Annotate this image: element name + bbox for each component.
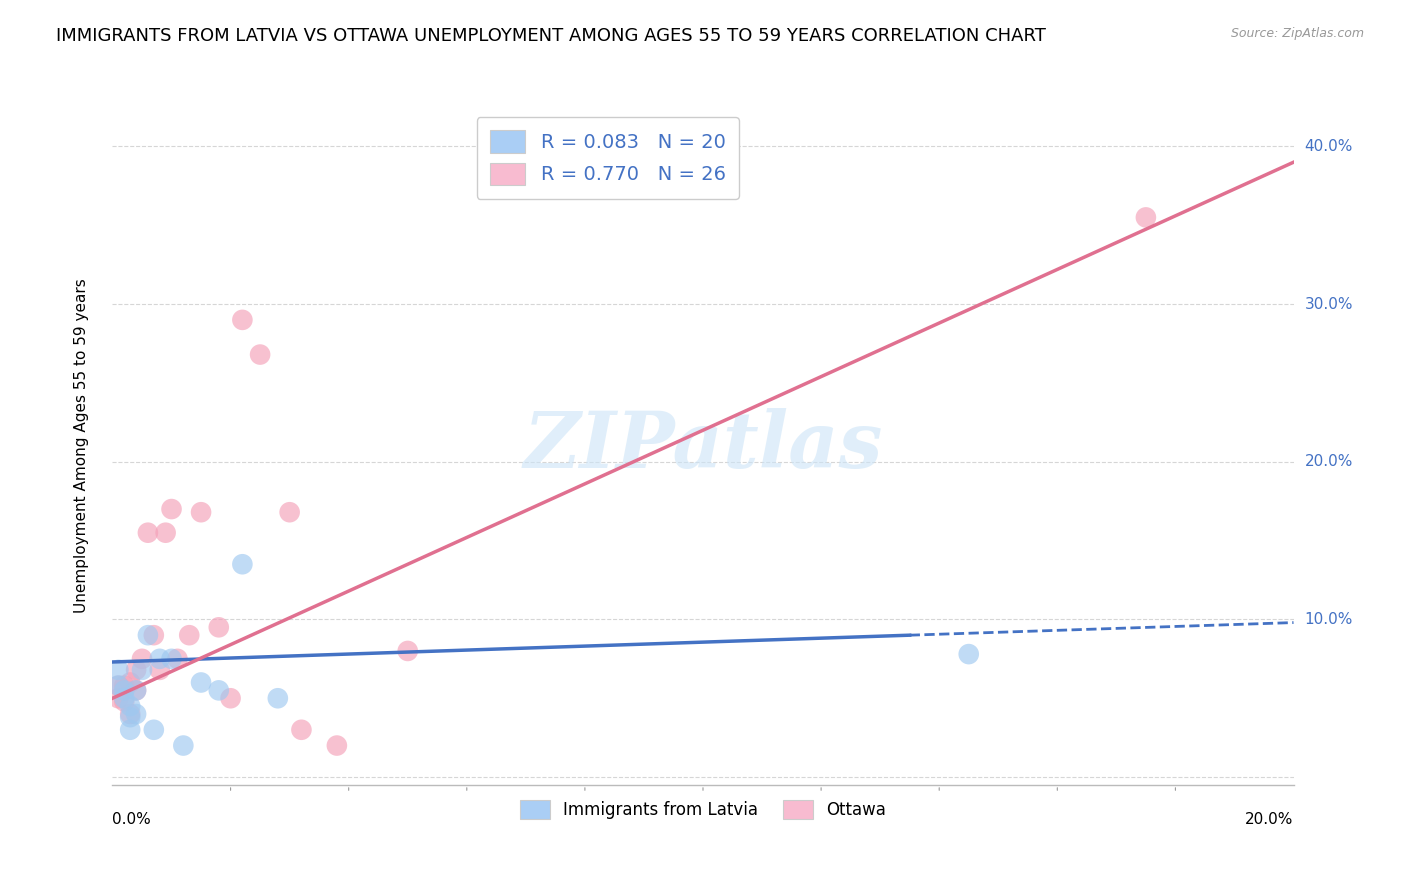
Point (107, 679, 129, 693)
Point (208, 620, 231, 634)
Point (149, 652, 172, 666)
Point (278, 505, 301, 519)
Point (957, 647, 980, 661)
Text: Source: ZipAtlas.com: Source: ZipAtlas.com (1230, 27, 1364, 40)
Point (326, 739, 349, 753)
Point (112, 694, 135, 708)
Point (142, 628, 165, 642)
Point (149, 663, 172, 677)
Point (166, 652, 188, 666)
Point (190, 675, 212, 690)
Legend: Immigrants from Latvia, Ottawa: Immigrants from Latvia, Ottawa (512, 791, 894, 828)
Point (179, 628, 201, 642)
Point (107, 679, 129, 693)
Point (107, 691, 129, 706)
Point (172, 739, 194, 753)
Point (125, 706, 148, 721)
Point (131, 663, 153, 677)
Point (231, 313, 253, 327)
Point (160, 502, 183, 516)
Text: 10.0%: 10.0% (1305, 612, 1353, 627)
Point (219, 691, 242, 706)
Point (190, 505, 212, 519)
Point (396, 644, 419, 658)
Point (131, 652, 153, 666)
Point (120, 706, 142, 721)
Point (249, 347, 271, 361)
Point (231, 558, 253, 572)
Point (120, 723, 142, 737)
Point (125, 683, 148, 698)
Point (125, 663, 148, 677)
Point (290, 723, 312, 737)
Text: 20.0%: 20.0% (1305, 454, 1353, 469)
Point (120, 675, 142, 690)
Point (112, 679, 135, 693)
Point (125, 683, 148, 698)
Point (112, 683, 135, 698)
Point (112, 691, 135, 706)
Point (155, 525, 177, 540)
Point (120, 699, 142, 714)
Point (142, 723, 165, 737)
Point (136, 628, 159, 642)
Text: 30.0%: 30.0% (1305, 297, 1353, 311)
Text: 0.0%: 0.0% (112, 812, 152, 827)
Text: ZIPatlas: ZIPatlas (523, 408, 883, 484)
Point (267, 691, 290, 706)
Point (107, 663, 129, 677)
Point (160, 652, 183, 666)
Text: 40.0%: 40.0% (1305, 139, 1353, 154)
Point (120, 710, 142, 724)
Text: IMMIGRANTS FROM LATVIA VS OTTAWA UNEMPLOYMENT AMONG AGES 55 TO 59 YEARS CORRELAT: IMMIGRANTS FROM LATVIA VS OTTAWA UNEMPLO… (56, 27, 1046, 45)
Point (208, 683, 231, 698)
Point (136, 525, 159, 540)
Point (1135, 211, 1157, 225)
Text: 20.0%: 20.0% (1246, 812, 1294, 827)
Y-axis label: Unemployment Among Ages 55 to 59 years: Unemployment Among Ages 55 to 59 years (75, 278, 89, 614)
